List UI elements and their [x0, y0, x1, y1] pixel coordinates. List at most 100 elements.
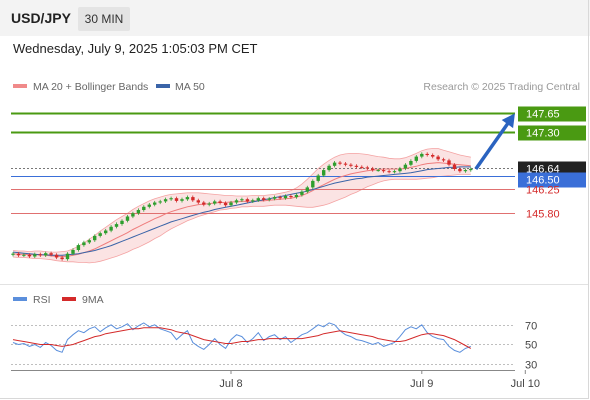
- candle-body: [125, 216, 130, 221]
- bb-legend-swatch: [13, 84, 27, 88]
- candle-body: [469, 169, 473, 171]
- timeframe-button[interactable]: 30 MIN: [78, 7, 130, 31]
- candle-body: [256, 198, 260, 201]
- x-tick-label: Jul 10: [511, 378, 540, 390]
- candle-body: [54, 254, 59, 258]
- candle-body: [109, 226, 113, 231]
- candle-body: [458, 169, 462, 172]
- candle-body: [65, 253, 70, 260]
- candle-body: [420, 153, 424, 157]
- candle-body: [202, 202, 206, 205]
- candle-body: [267, 198, 271, 200]
- candle-body: [240, 199, 244, 201]
- candle-body: [153, 202, 157, 205]
- candle-body: [360, 166, 364, 168]
- candle-body: [163, 199, 168, 202]
- candle-body: [27, 254, 32, 257]
- price-legend: MA 20 + Bollinger Bands MA 50 Research ©…: [13, 81, 580, 93]
- candle-body: [425, 153, 429, 155]
- level-label-146.25: 146.25: [526, 185, 560, 197]
- candle-body: [87, 240, 91, 243]
- candle-body: [371, 168, 375, 171]
- candle-body: [262, 198, 266, 200]
- candle-body: [98, 233, 102, 236]
- candle-body: [38, 254, 42, 256]
- candle-body: [409, 161, 413, 165]
- candle-body: [452, 164, 457, 169]
- level-tag-147.65: [518, 106, 586, 122]
- candle-body: [104, 230, 108, 234]
- candle-body: [11, 253, 15, 255]
- candle-body: [213, 201, 217, 204]
- ma50-line: [12, 166, 471, 256]
- candle-body: [322, 170, 326, 176]
- candle-body: [174, 198, 179, 201]
- ma9-legend-swatch: [62, 297, 76, 301]
- candle-body: [22, 254, 26, 256]
- candle-body: [147, 204, 151, 207]
- candle-body: [414, 156, 418, 161]
- candle-body: [44, 253, 48, 256]
- bollinger-band-fill: [13, 148, 471, 263]
- candle-body: [218, 201, 222, 203]
- candle-body: [207, 203, 211, 205]
- candle-body: [180, 199, 184, 201]
- candle-body: [229, 202, 233, 206]
- candle-body: [294, 194, 299, 198]
- candle-body: [354, 165, 359, 167]
- chart-datetime: Wednesday, July 9, 2025 1:05:03 PM CET: [13, 41, 258, 56]
- bb-legend-label: MA 20 + Bollinger Bands: [33, 81, 148, 93]
- candle-body: [283, 196, 288, 199]
- candle-body: [191, 197, 195, 201]
- rsi-tick-30: 30: [525, 360, 537, 372]
- level-label-147.30: 147.30: [526, 128, 560, 140]
- rsi-legend-label: RSI: [33, 294, 51, 306]
- x-tick-label: Jul 9: [410, 378, 433, 390]
- rsi-legend-swatch: [13, 297, 27, 301]
- candle-body: [441, 159, 446, 161]
- candle-body: [381, 170, 386, 172]
- candle-body: [349, 164, 353, 166]
- candle-body: [120, 220, 124, 224]
- candle-body: [49, 253, 53, 255]
- candle-body: [76, 245, 81, 250]
- candle-body: [316, 175, 320, 181]
- candle-body: [387, 171, 391, 173]
- candle-body: [185, 197, 190, 200]
- candle-body: [431, 155, 435, 157]
- candle-body: [278, 197, 282, 199]
- candle-body: [82, 242, 86, 246]
- candle-body: [251, 200, 255, 202]
- candle-body: [305, 187, 309, 192]
- ma50-legend-swatch: [156, 84, 170, 88]
- level-tag-147.30: [518, 125, 586, 141]
- candle-body: [16, 253, 21, 256]
- candle-body: [71, 250, 75, 254]
- candle-body: [300, 191, 304, 195]
- candle-body: [33, 254, 37, 257]
- candle-body: [338, 162, 342, 164]
- candle-body: [289, 196, 293, 198]
- rsi-tick-50: 50: [525, 340, 537, 352]
- candle-body: [245, 199, 250, 202]
- candle-body: [223, 203, 228, 206]
- candle-body: [60, 257, 64, 260]
- forecast-arrow-head: [501, 113, 515, 129]
- candle-body: [327, 165, 331, 171]
- candle-body: [311, 180, 315, 188]
- candle-body: [158, 201, 162, 203]
- candle-body: [365, 167, 369, 169]
- rsi-ma-line: [12, 327, 472, 349]
- pivot-tag: [518, 172, 586, 188]
- x-tick-label: Jul 8: [219, 378, 242, 390]
- candle-body: [196, 200, 200, 203]
- credit-text: Research © 2025 Trading Central: [423, 81, 580, 93]
- level-label-145.80: 145.80: [526, 209, 560, 221]
- ma9-legend-label: 9MA: [82, 294, 104, 306]
- candle-body: [332, 162, 337, 166]
- rsi-line: [12, 322, 471, 353]
- candle-body: [343, 163, 348, 165]
- candle-body: [93, 235, 97, 241]
- level-label-147.65: 147.65: [526, 109, 560, 121]
